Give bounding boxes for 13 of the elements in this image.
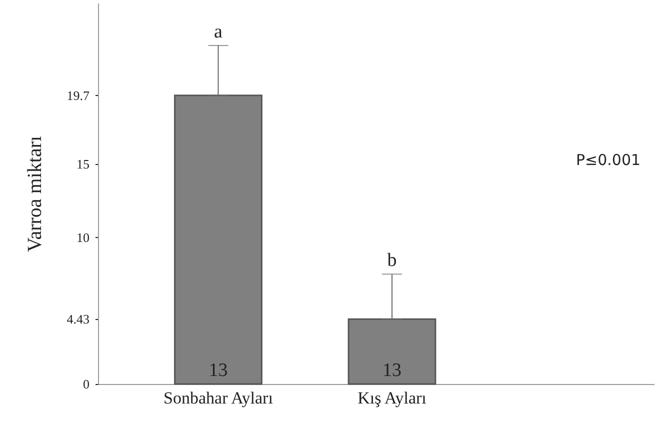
- annotation: 13: [382, 360, 402, 381]
- y-tick-label: 10: [76, 230, 90, 245]
- x-tick-label: Sonbahar Ayları: [164, 388, 274, 408]
- annotation: 13: [208, 360, 228, 381]
- annotation: b: [387, 250, 397, 272]
- y-tick-label: 19.7: [66, 88, 90, 103]
- y-axis-title: Varroa miktarı: [24, 136, 46, 252]
- y-tick-label: 15: [76, 156, 90, 172]
- x-tick-label: Kış Ayları: [358, 388, 427, 408]
- y-tick-label: 4.43: [66, 312, 90, 327]
- y-tick-label: 0: [83, 376, 90, 392]
- text: P≤0.001: [576, 151, 641, 169]
- annotation: a: [214, 21, 224, 42]
